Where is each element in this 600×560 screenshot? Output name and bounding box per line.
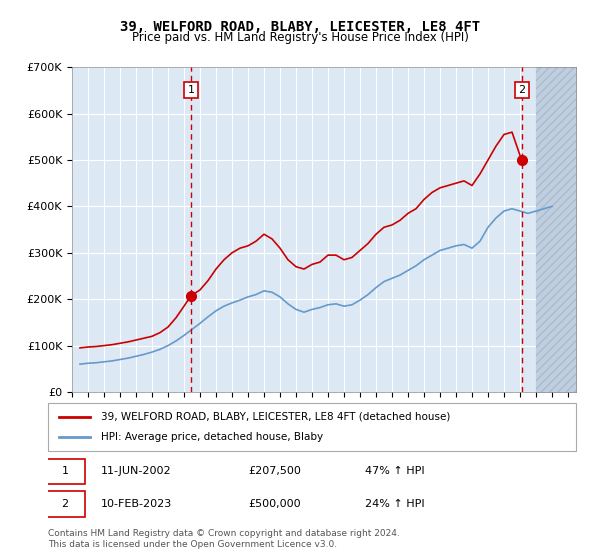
Text: Price paid vs. HM Land Registry's House Price Index (HPI): Price paid vs. HM Land Registry's House …: [131, 31, 469, 44]
Text: 39, WELFORD ROAD, BLABY, LEICESTER, LE8 4FT (detached house): 39, WELFORD ROAD, BLABY, LEICESTER, LE8 …: [101, 412, 450, 422]
FancyBboxPatch shape: [46, 492, 85, 517]
Text: Contains HM Land Registry data © Crown copyright and database right 2024.
This d: Contains HM Land Registry data © Crown c…: [48, 529, 400, 549]
Bar: [536, 67, 576, 392]
Text: 47% ↑ HPI: 47% ↑ HPI: [365, 466, 424, 477]
Text: 1: 1: [61, 466, 68, 477]
Text: 39, WELFORD ROAD, BLABY, LEICESTER, LE8 4FT: 39, WELFORD ROAD, BLABY, LEICESTER, LE8 …: [120, 20, 480, 34]
FancyBboxPatch shape: [48, 403, 576, 451]
Text: 10-FEB-2023: 10-FEB-2023: [101, 500, 172, 510]
Text: 1: 1: [188, 85, 194, 95]
Text: 2: 2: [61, 500, 68, 510]
Text: £207,500: £207,500: [248, 466, 302, 477]
Text: HPI: Average price, detached house, Blaby: HPI: Average price, detached house, Blab…: [101, 432, 323, 442]
Text: £500,000: £500,000: [248, 500, 301, 510]
Text: 2: 2: [518, 85, 526, 95]
Text: 24% ↑ HPI: 24% ↑ HPI: [365, 500, 424, 510]
Text: 11-JUN-2002: 11-JUN-2002: [101, 466, 172, 477]
FancyBboxPatch shape: [46, 459, 85, 484]
